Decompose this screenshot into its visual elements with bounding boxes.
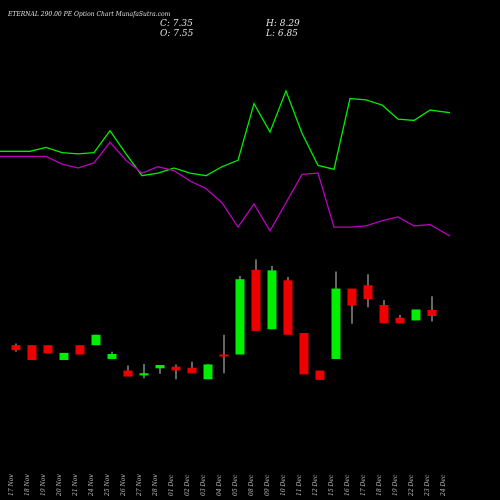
candle bbox=[411, 309, 421, 321]
candle bbox=[91, 334, 101, 346]
candle bbox=[187, 361, 197, 374]
candle-body-down bbox=[187, 367, 197, 374]
chart-title: ETERNAL 290.00 PE Option Chart MunafaSut… bbox=[7, 11, 171, 18]
x-tick-label: 24 Nov bbox=[88, 474, 95, 497]
candle bbox=[267, 266, 277, 330]
open-readout: O: 7.55 bbox=[160, 29, 194, 39]
upper-indicator-line bbox=[0, 89, 451, 177]
candle bbox=[315, 370, 325, 380]
candle bbox=[363, 274, 373, 308]
x-tick-label: 05 Dec bbox=[232, 474, 239, 496]
candle bbox=[347, 288, 357, 324]
candle bbox=[155, 365, 165, 374]
x-tick-label: 03 Dec bbox=[200, 474, 207, 496]
candle bbox=[203, 363, 213, 380]
candle-body-up bbox=[91, 334, 101, 346]
candle bbox=[427, 296, 437, 322]
candle bbox=[251, 259, 261, 331]
candle bbox=[379, 300, 389, 324]
indicator-lines bbox=[0, 89, 451, 237]
x-tick-label: 11 Dec bbox=[296, 474, 303, 496]
x-tick-label: 21 Nov bbox=[72, 474, 79, 497]
candle bbox=[395, 314, 405, 324]
candle bbox=[43, 345, 53, 354]
candle-body-down bbox=[363, 285, 373, 299]
candle bbox=[219, 334, 229, 374]
x-tick-label: 26 Nov bbox=[120, 474, 127, 497]
x-tick-label: 19 Dec bbox=[392, 474, 399, 496]
x-tick-label: 22 Dec bbox=[408, 474, 415, 497]
candles-group bbox=[11, 259, 437, 380]
x-tick-label: 10 Dec bbox=[280, 474, 287, 496]
candle-body-down bbox=[251, 269, 261, 331]
candle bbox=[27, 345, 37, 361]
x-tick-label: 27 Nov bbox=[136, 474, 143, 497]
candle-body-up bbox=[267, 270, 277, 330]
candle-body-down bbox=[75, 345, 85, 355]
x-tick-label: 02 Dec bbox=[184, 474, 191, 496]
candle-body-up bbox=[411, 309, 421, 321]
candle bbox=[123, 365, 133, 377]
candle-body-down bbox=[219, 354, 229, 357]
x-tick-label: 01 Dec bbox=[168, 474, 175, 496]
x-tick-label: 12 Dec bbox=[312, 474, 319, 496]
low-readout: L: 6.85 bbox=[265, 29, 298, 39]
x-tick-label: 04 Dec bbox=[216, 474, 223, 496]
candle bbox=[299, 333, 309, 375]
candle bbox=[59, 352, 69, 361]
x-tick-label: 17 Nov bbox=[8, 474, 15, 496]
x-tick-label: 18 Nov bbox=[24, 474, 31, 496]
candle bbox=[283, 277, 293, 335]
x-tick-label: 17 Dec bbox=[360, 474, 367, 496]
x-tick-label: 20 Nov bbox=[56, 474, 63, 497]
candle bbox=[235, 275, 245, 355]
candle-body-down bbox=[11, 345, 21, 351]
x-tick-label: 08 Dec bbox=[248, 474, 255, 496]
x-tick-label: 09 Dec bbox=[264, 474, 271, 496]
candle-body-down bbox=[123, 370, 133, 377]
candle-body-down bbox=[347, 288, 357, 306]
candle-body-up bbox=[59, 352, 69, 361]
candle bbox=[107, 351, 117, 359]
candle-body-down bbox=[171, 366, 181, 371]
x-tick-label: 24 Dec bbox=[440, 474, 447, 497]
candle-body-up bbox=[139, 373, 149, 376]
lower-indicator-line bbox=[0, 141, 451, 237]
x-tick-label: 23 Dec bbox=[424, 474, 431, 497]
candle bbox=[331, 271, 341, 359]
close-readout: C: 7.35 bbox=[160, 19, 193, 29]
x-tick-label: 15 Dec bbox=[328, 474, 335, 496]
x-axis-ticks: 17 Nov 18 Nov 19 Nov 20 Nov 21 Nov 24 Nov 25 N… bbox=[8, 474, 447, 497]
candle-body-down bbox=[27, 345, 37, 361]
candle-body-up bbox=[107, 354, 117, 359]
candle-body-down bbox=[379, 305, 389, 324]
candle bbox=[75, 345, 85, 355]
x-tick-label: 19 Nov bbox=[40, 474, 47, 496]
candle-body-down bbox=[395, 317, 405, 324]
candle-body-down bbox=[299, 333, 309, 375]
x-tick-label: 18 Dec bbox=[376, 474, 383, 496]
candle bbox=[11, 343, 21, 352]
candle-body-down bbox=[315, 370, 325, 380]
candle-body-down bbox=[43, 345, 53, 354]
candle bbox=[171, 364, 181, 380]
candle-body-up bbox=[155, 365, 165, 369]
candle-body-down bbox=[427, 310, 437, 317]
high-readout: H: 8.29 bbox=[265, 19, 300, 29]
candle-body-down bbox=[283, 280, 293, 335]
x-tick-label: 28 Nov bbox=[152, 474, 159, 497]
x-tick-label: 25 Nov bbox=[104, 474, 111, 497]
x-tick-label: 16 Dec bbox=[344, 474, 351, 496]
candle bbox=[139, 363, 149, 379]
candle-body-up bbox=[235, 279, 245, 355]
candle-body-up bbox=[331, 288, 341, 359]
candle-body-up bbox=[203, 364, 213, 380]
